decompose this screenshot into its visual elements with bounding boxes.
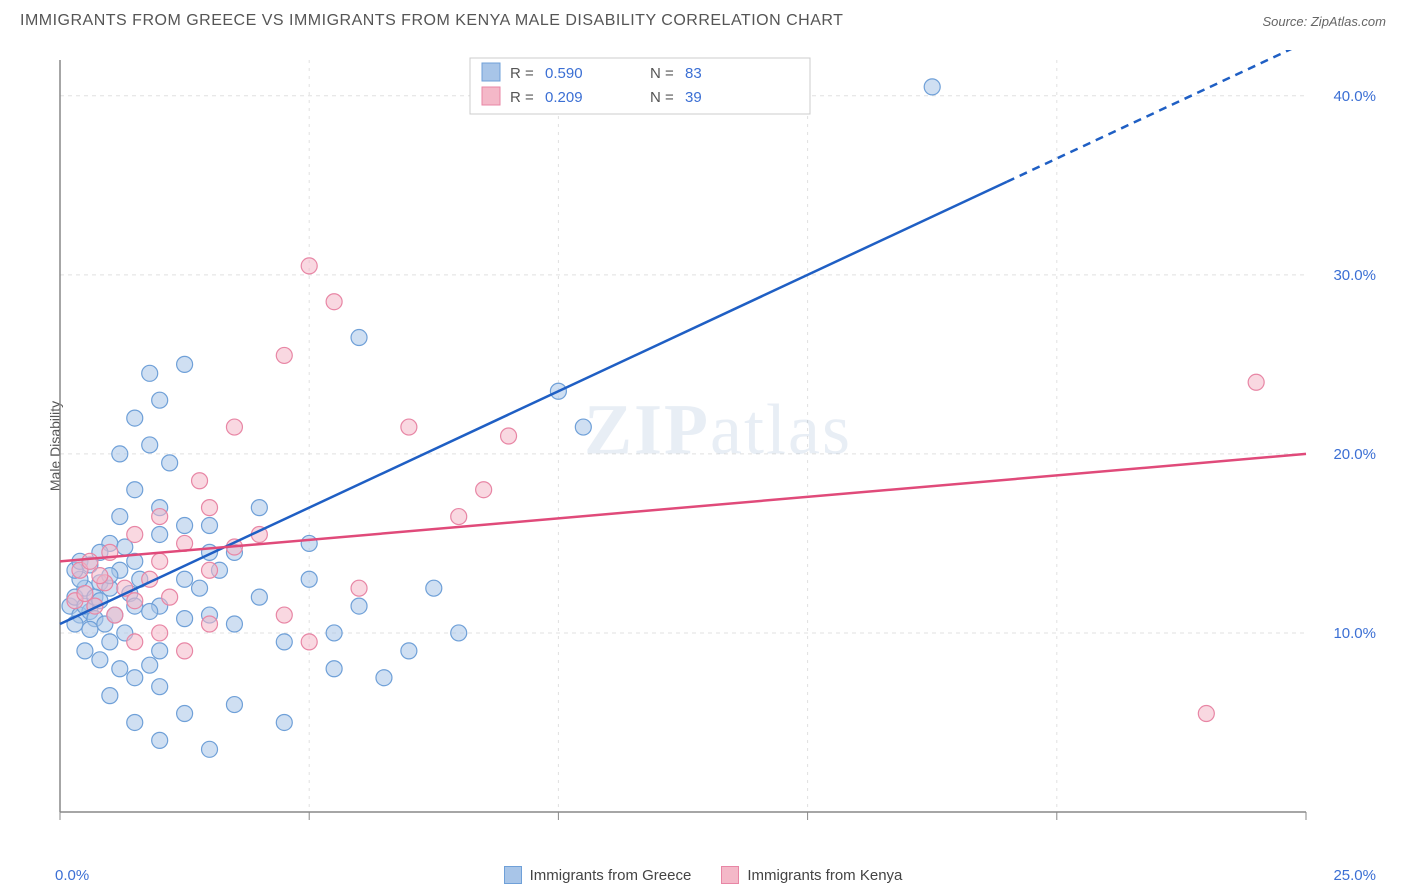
svg-text:N =: N = [650, 65, 674, 82]
source-label: Source: [1262, 14, 1310, 29]
svg-text:R =: R = [510, 65, 534, 82]
svg-text:R =: R = [510, 89, 534, 106]
legend-item-kenya: Immigrants from Kenya [721, 866, 902, 884]
legend-item-greece: Immigrants from Greece [504, 866, 692, 884]
svg-text:20.0%: 20.0% [1333, 446, 1376, 463]
svg-text:83: 83 [685, 65, 702, 82]
svg-text:0.590: 0.590 [545, 65, 583, 82]
source-attribution: Source: ZipAtlas.com [1262, 14, 1386, 29]
svg-text:30.0%: 30.0% [1333, 267, 1376, 284]
legend-swatch-kenya [721, 866, 739, 884]
svg-text:40.0%: 40.0% [1333, 88, 1376, 105]
chart-svg: 10.0% 20.0% 30.0% 40.0% R = 0.590 N = 83 R = 0… [50, 50, 1386, 842]
svg-text:39: 39 [685, 89, 702, 106]
source-name: ZipAtlas.com [1311, 14, 1386, 29]
chart-plot-area: 10.0% 20.0% 30.0% 40.0% R = 0.590 N = 83 R = 0… [50, 50, 1386, 842]
legend-swatch-greece [504, 866, 522, 884]
svg-text:10.0%: 10.0% [1333, 625, 1376, 642]
svg-text:N =: N = [650, 89, 674, 106]
legend-label-greece: Immigrants from Greece [530, 867, 692, 884]
legend-label-kenya: Immigrants from Kenya [747, 867, 902, 884]
svg-text:0.209: 0.209 [545, 89, 583, 106]
series-legend: Immigrants from Greece Immigrants from K… [0, 866, 1406, 884]
chart-title: IMMIGRANTS FROM GREECE VS IMMIGRANTS FRO… [20, 12, 843, 30]
